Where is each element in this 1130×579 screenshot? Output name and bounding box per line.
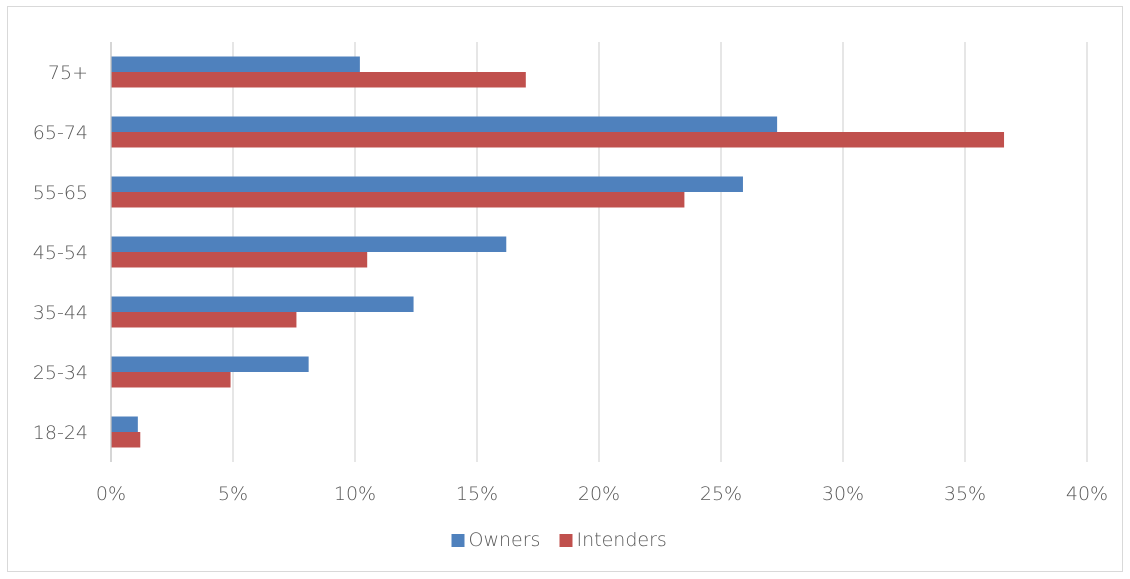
- y-tick-label: 35-44: [33, 302, 88, 324]
- bar-owners-35-44: [111, 296, 414, 312]
- legend-label-owners: Owners: [469, 529, 541, 551]
- y-tick-label: 65-74: [33, 122, 88, 144]
- bar-intenders-25-34: [111, 372, 231, 388]
- bar-intenders-45-54: [111, 252, 368, 268]
- x-tick-label: 20%: [578, 483, 620, 505]
- bar-intenders-35-44: [111, 312, 297, 328]
- legend-swatch-owners: [451, 534, 465, 547]
- x-tick-label: 15%: [456, 483, 498, 505]
- legend-label-intenders: Intenders: [577, 529, 667, 551]
- bar-owners-55-65: [111, 176, 743, 192]
- bar-owners-45-54: [111, 236, 507, 252]
- x-tick-label: 10%: [334, 483, 376, 505]
- y-tick-label: 18-24: [33, 422, 88, 444]
- x-tick-label: 25%: [700, 483, 742, 505]
- bars: [111, 56, 1005, 448]
- y-tick-label: 45-54: [33, 242, 88, 264]
- bar-owners-65-74: [111, 116, 778, 132]
- legend-swatch-intenders: [559, 534, 573, 547]
- bar-owners-75+: [111, 56, 360, 72]
- bar-owners-25-34: [111, 356, 309, 372]
- y-tick-label: 55-65: [33, 182, 88, 204]
- x-tick-label: 0%: [96, 483, 126, 505]
- bar-intenders-65-74: [111, 132, 1005, 148]
- x-tick-label: 40%: [1066, 483, 1108, 505]
- legend: Owners Intenders: [451, 529, 667, 551]
- y-tick-label: 75+: [48, 62, 88, 84]
- y-tick-label: 25-34: [33, 362, 88, 384]
- bar-owners-18-24: [111, 416, 138, 432]
- bar-intenders-55-65: [111, 192, 685, 208]
- x-tick-label: 35%: [944, 483, 986, 505]
- x-tick-label: 30%: [822, 483, 864, 505]
- chart-frame: [7, 6, 1123, 572]
- gridlines: [232, 42, 1088, 462]
- bar-intenders-75+: [111, 72, 526, 88]
- axes: 0% 5% 10% 15% 20% 25% 30% 35% 40% 75+ 65-74 55-65 45…: [33, 42, 1108, 505]
- x-tick-label: 5%: [218, 483, 248, 505]
- bar-intenders-18-24: [111, 432, 141, 448]
